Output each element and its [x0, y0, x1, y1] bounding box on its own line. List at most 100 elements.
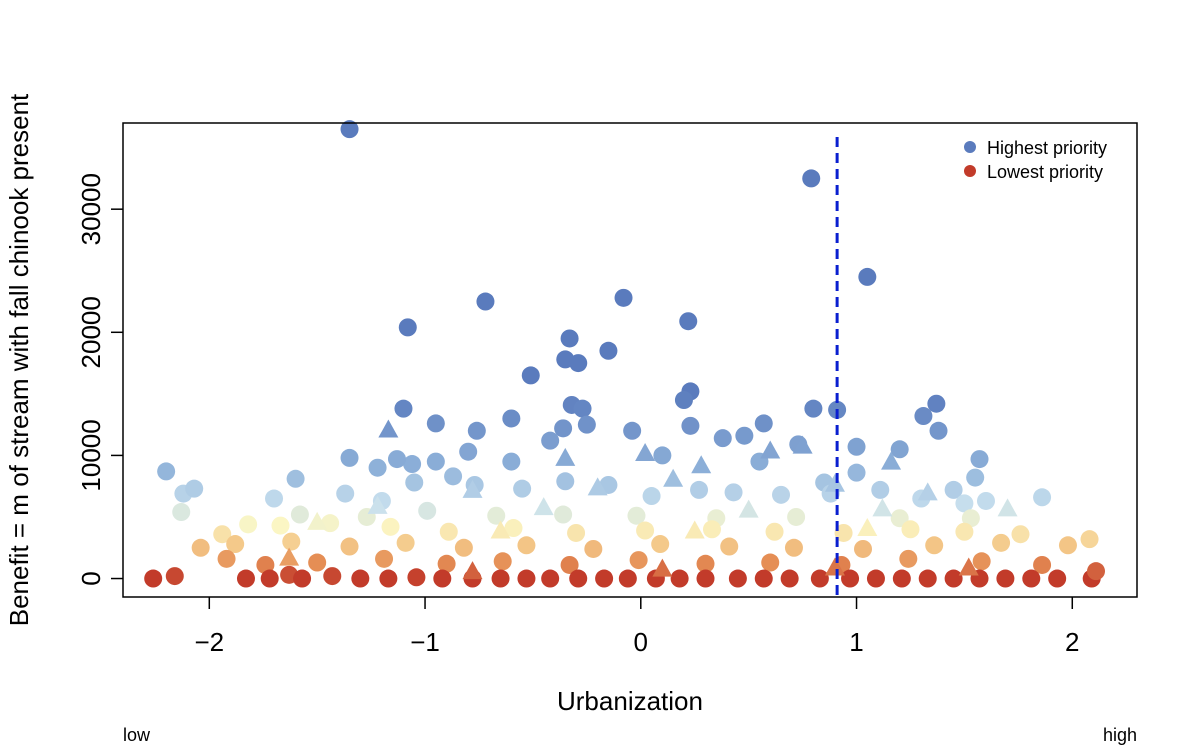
data-point: [720, 537, 739, 556]
data-point: [841, 569, 860, 588]
data-point: [172, 503, 191, 522]
data-point: [1048, 569, 1067, 588]
data-point: [927, 394, 946, 413]
data-point: [340, 448, 359, 467]
data-point: [569, 354, 588, 373]
data-point: [858, 267, 877, 286]
data-point: [780, 569, 799, 588]
data-point: [439, 522, 458, 541]
data-point: [336, 484, 355, 503]
y-tick-label: 0: [76, 571, 106, 585]
data-point: [577, 415, 596, 434]
x-tick-label: 1: [849, 627, 863, 657]
data-point-triangle: [857, 518, 878, 537]
data-point-triangle: [307, 511, 328, 530]
data-point: [584, 539, 603, 558]
data-point: [761, 553, 780, 572]
data-point: [437, 554, 456, 573]
x-low-label: low: [123, 725, 151, 745]
data-point: [976, 491, 995, 510]
data-point-triangle: [462, 561, 483, 580]
data-point: [394, 399, 413, 418]
data-point: [651, 535, 670, 554]
data-point: [696, 569, 715, 588]
data-point: [804, 399, 823, 418]
data-point: [260, 569, 279, 588]
data-point: [340, 537, 359, 556]
data-point: [560, 329, 579, 348]
data-point-triangle: [635, 442, 656, 461]
data-point-triangle: [462, 479, 483, 498]
data-point: [517, 569, 536, 588]
data-point-triangle: [872, 498, 893, 517]
data-point: [351, 569, 370, 588]
data-point: [627, 506, 646, 525]
data-point: [379, 569, 398, 588]
plot-frame: [122, 122, 1138, 598]
data-point: [567, 523, 586, 542]
y-tick-label: 20000: [76, 296, 106, 368]
data-point: [340, 120, 359, 139]
legend-label-lowest: Lowest priority: [987, 162, 1103, 182]
data-point: [929, 421, 948, 440]
data-point: [560, 555, 579, 574]
data-point: [256, 555, 275, 574]
data-point: [513, 479, 532, 498]
data-point: [690, 480, 709, 499]
data-point: [403, 455, 422, 474]
data-point: [521, 366, 540, 385]
data-point: [426, 452, 445, 471]
data-point: [502, 452, 521, 471]
x-tick-label: 0: [634, 627, 648, 657]
points-layer: [144, 120, 1106, 588]
data-point: [236, 569, 255, 588]
data-point: [444, 467, 463, 486]
data-point: [784, 538, 803, 557]
data-point: [1033, 488, 1052, 507]
data-point: [1033, 555, 1052, 574]
data-point-triangle: [997, 498, 1018, 517]
data-point: [754, 414, 773, 433]
data-point: [493, 552, 512, 571]
x-tick-label: −1: [410, 627, 440, 657]
data-point: [925, 536, 944, 555]
data-point: [918, 569, 937, 588]
data-point-triangle: [917, 482, 938, 501]
data-point: [368, 458, 387, 477]
data-point: [728, 569, 747, 588]
y-tick-label: 10000: [76, 419, 106, 491]
data-point: [418, 501, 437, 520]
data-point: [491, 569, 510, 588]
data-point: [405, 473, 424, 492]
data-point: [185, 479, 204, 498]
data-point: [476, 292, 495, 311]
data-point: [487, 506, 506, 525]
data-point: [636, 521, 655, 540]
data-point: [308, 553, 327, 572]
data-point-triangle: [691, 455, 712, 474]
data-point: [1022, 569, 1041, 588]
data-point: [629, 551, 648, 570]
data-point: [1058, 536, 1077, 555]
data-point: [396, 533, 415, 552]
x-high-label: high: [1103, 725, 1137, 745]
data-point: [293, 569, 312, 588]
data-point: [286, 469, 305, 488]
data-point: [323, 567, 342, 586]
x-axis: −2 −1 0 1 2: [194, 597, 1080, 657]
data-point: [787, 507, 806, 526]
data-point: [618, 569, 637, 588]
data-point: [966, 468, 985, 487]
y-tick-label: 30000: [76, 173, 106, 245]
data-point: [899, 549, 918, 568]
data-point: [1087, 562, 1106, 581]
data-point: [901, 520, 920, 539]
data-point: [165, 567, 184, 586]
data-point: [674, 391, 693, 410]
data-point: [282, 532, 301, 551]
data-point-triangle: [738, 499, 759, 518]
data-point: [961, 509, 980, 528]
data-point-triangle: [367, 495, 388, 514]
